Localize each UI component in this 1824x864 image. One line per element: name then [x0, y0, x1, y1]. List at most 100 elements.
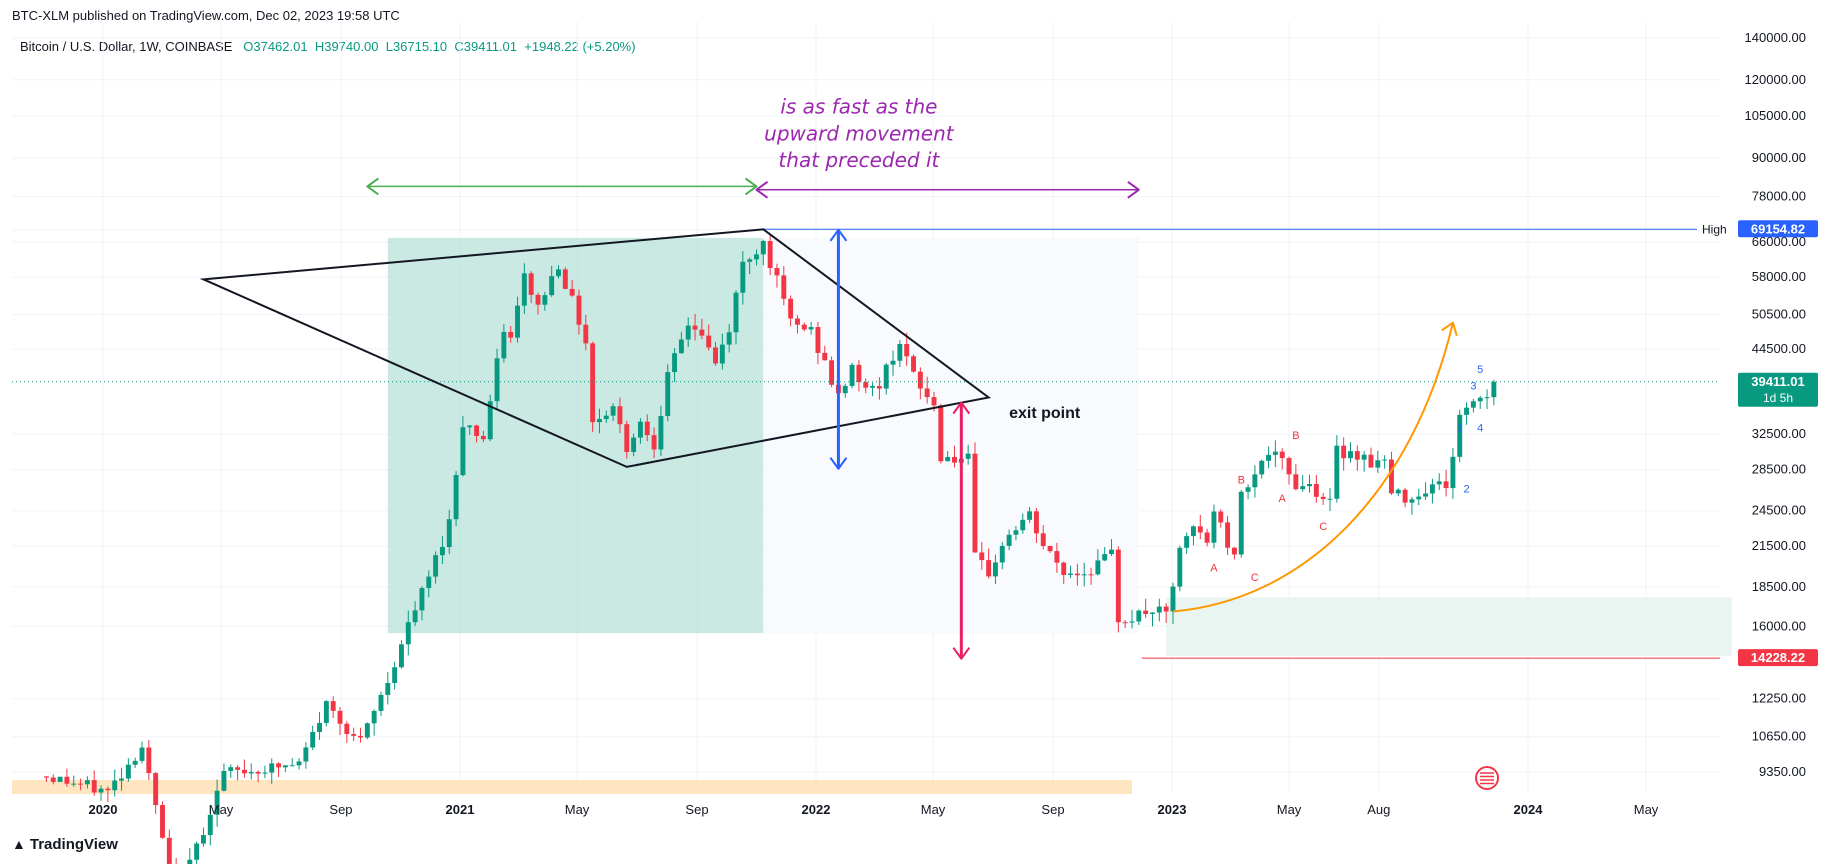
candle — [624, 420, 630, 459]
candle-body — [999, 545, 1005, 563]
price-tick-label: 58000.00 — [1752, 269, 1806, 284]
candle — [897, 340, 903, 368]
candle — [986, 548, 992, 579]
time-tick-label: 2021 — [446, 802, 475, 817]
candle-body — [863, 382, 869, 388]
candle — [241, 759, 247, 778]
candle — [296, 758, 302, 770]
candle-body — [194, 843, 200, 860]
candle-body — [590, 343, 596, 423]
candle — [43, 776, 49, 782]
candle-body — [1320, 496, 1326, 500]
candle-body — [1368, 454, 1374, 468]
candle-body — [1238, 491, 1244, 555]
candle — [1429, 478, 1435, 504]
candle — [542, 291, 548, 311]
candle-body — [1020, 519, 1026, 531]
candle — [1081, 562, 1087, 587]
distribution-zone — [763, 237, 1139, 634]
candle — [651, 427, 657, 459]
candle — [917, 367, 923, 400]
time-tick-label: May — [1634, 802, 1659, 817]
publisher-header: BTC-XLM published on TradingView.com, De… — [12, 8, 400, 23]
candle — [112, 769, 118, 797]
chart-zones — [12, 237, 1732, 794]
candle — [303, 742, 309, 769]
candle — [665, 364, 671, 422]
candle — [1272, 440, 1278, 468]
candle-body — [610, 406, 616, 416]
candle — [262, 765, 268, 779]
candle-body — [501, 331, 507, 359]
candle-body — [474, 425, 480, 436]
candle — [460, 416, 466, 477]
candle-body — [323, 701, 329, 723]
candle — [64, 768, 70, 787]
candle-body — [269, 763, 275, 773]
candle — [1279, 448, 1285, 470]
price-tick-label: 21500.00 — [1752, 538, 1806, 553]
wave-label-A2: A — [1279, 493, 1287, 505]
candle-body — [1341, 445, 1347, 459]
candle-body — [1177, 547, 1183, 587]
candle-body — [1382, 459, 1388, 461]
candle — [1197, 515, 1203, 540]
candle-body — [521, 273, 527, 306]
candle-body — [351, 733, 357, 736]
candle — [1033, 507, 1039, 543]
candle — [590, 341, 596, 432]
candle — [501, 324, 507, 363]
price-axis[interactable]: 140000.00 120000.00 105000.00 90000.00 78000… — [1738, 30, 1818, 779]
note-text-2: upward movement — [764, 121, 955, 145]
candle-body — [146, 747, 152, 774]
price-tick-label: 28500.00 — [1752, 462, 1806, 477]
candle — [269, 758, 275, 785]
candle — [911, 354, 916, 373]
candle — [125, 758, 131, 782]
projected-path-head — [1441, 321, 1458, 337]
candle — [870, 382, 876, 397]
candle-body — [1122, 622, 1128, 624]
candle — [1361, 451, 1367, 472]
candle — [1122, 620, 1128, 629]
candle-body — [1307, 484, 1312, 487]
candle-body — [1074, 573, 1080, 576]
candle-body — [241, 769, 247, 774]
time-tick-label: Sep — [685, 802, 708, 817]
symbol-legend[interactable]: Bitcoin / U.S. Dollar, 1W, COINBASE O374… — [20, 39, 636, 54]
candle-body — [64, 776, 70, 784]
candle — [351, 727, 357, 741]
price-label-badge — [1738, 372, 1818, 407]
candle — [1074, 563, 1080, 586]
price-tick-label: 9350.00 — [1759, 764, 1806, 779]
candle — [337, 707, 343, 736]
candle — [1177, 545, 1183, 592]
candle-body — [317, 722, 322, 732]
candle — [467, 424, 473, 435]
candle — [1156, 598, 1162, 622]
candle — [617, 397, 623, 434]
candle — [1300, 474, 1306, 492]
candle — [733, 290, 739, 345]
candle-body — [562, 269, 568, 289]
candle-body — [665, 372, 671, 417]
candle — [1457, 409, 1463, 463]
price-label-value: 39411.01 — [1751, 374, 1805, 389]
candle — [146, 740, 152, 781]
candle-body — [781, 275, 787, 299]
time-axis[interactable]: 2020 May Sep 2021 May Sep 2022 May Sep 2023 May Aug… — [89, 802, 1659, 817]
candle-body — [303, 747, 309, 762]
candle — [282, 765, 288, 772]
candle — [904, 332, 910, 366]
candle — [378, 691, 384, 716]
tradingview-brand[interactable]: ▲ TradingView — [12, 836, 118, 853]
candle — [808, 321, 814, 335]
candle-body — [719, 344, 725, 364]
candle — [863, 378, 869, 394]
candle — [549, 265, 555, 297]
candle — [637, 418, 643, 444]
candle — [385, 672, 391, 705]
candle-body — [788, 298, 794, 319]
candle — [562, 267, 568, 290]
